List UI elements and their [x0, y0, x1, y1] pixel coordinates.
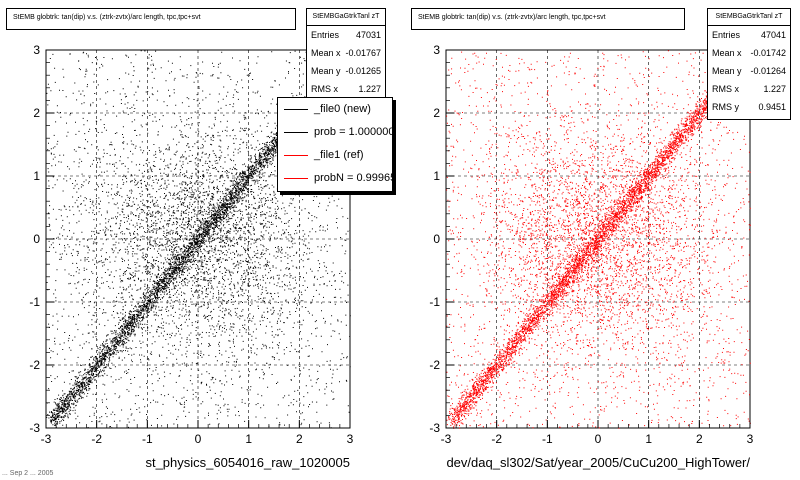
y-tick-label: -1 — [29, 295, 40, 309]
y-tick-label: 0 — [433, 232, 440, 246]
x-tick-label: 3 — [747, 432, 754, 446]
y-tick-label: -3 — [429, 421, 440, 435]
scatter-points — [446, 50, 751, 429]
stats-row-rms-x: RMS x 1.227 — [311, 84, 381, 94]
x-tick-label: -2 — [91, 432, 102, 446]
y-tick-label: -2 — [429, 358, 440, 372]
x-tick-label: -1 — [542, 432, 553, 446]
legend-entry-file0: _file0 (new) — [278, 98, 392, 121]
footer-timestamp: ... Sep 2 ... 2005 — [2, 470, 54, 477]
stats-row-rms-y: RMS y 0.9451 — [712, 102, 786, 112]
stats-name: StEMBGaGtrkTanl zT — [307, 9, 385, 26]
x-tick-label: 2 — [696, 432, 703, 446]
x-axis-label: dev/daq_sl302/Sat/year_2005/CuCu200_High… — [446, 455, 750, 470]
x-tick-label: 1 — [245, 432, 252, 446]
x-tick-label: -3 — [441, 432, 452, 446]
stats-row-entries: Entries 47031 — [311, 30, 381, 40]
x-tick-label: -3 — [41, 432, 52, 446]
x-tick-label: -1 — [142, 432, 153, 446]
stats-row-mean-y: Mean y -0.01264 — [712, 66, 786, 76]
legend-line-black — [284, 132, 308, 133]
left-stats-box: StEMBGaGtrkTanl zT Entries 47031 Mean x -0… — [306, 8, 386, 100]
x-tick-label: 3 — [347, 432, 354, 446]
y-tick-label: 1 — [433, 169, 440, 183]
y-tick-label: 1 — [33, 169, 40, 183]
legend-entry-probn: probN = 0.99965 — [278, 167, 396, 190]
legend-line-black — [284, 109, 308, 110]
x-tick-label: 0 — [195, 432, 202, 446]
y-tick-label: -1 — [429, 295, 440, 309]
right-histogram-title: StEMB globtrk: tan(dip) v.s. (ztrk-zvtx)… — [411, 8, 685, 30]
stats-row-mean-x: Mean x -0.01742 — [712, 48, 786, 58]
stats-row-mean-y: Mean y -0.01265 — [311, 66, 381, 76]
y-tick-label: 2 — [33, 106, 40, 120]
x-axis-label: st_physics_6054016_raw_1020005 — [145, 455, 350, 470]
stats-row-rms-x: RMS x 1.227 — [712, 84, 786, 94]
left-histogram-title: StEMB globtrk: tan(dip) v.s. (ztrk-zvtx)… — [6, 8, 296, 30]
legend-line-red — [284, 178, 308, 179]
legend: _file0 (new) prob = 1.000000 _file1 (ref… — [277, 97, 396, 192]
y-tick-label: 0 — [33, 232, 40, 246]
x-tick-label: 2 — [296, 432, 303, 446]
y-tick-label: -3 — [29, 421, 40, 435]
y-tick-label: -2 — [29, 358, 40, 372]
x-tick-label: 1 — [645, 432, 652, 446]
x-tick-label: 0 — [595, 432, 602, 446]
stats-row-mean-x: Mean x -0.01767 — [311, 48, 381, 58]
legend-line-red — [284, 155, 308, 156]
right-stats-box: StEMBGaGtrkTanl zT Entries 47041 Mean x -0… — [707, 8, 791, 120]
y-tick-label: 2 — [433, 106, 440, 120]
y-tick-label: 3 — [433, 43, 440, 57]
legend-entry-file1: _file1 (ref) — [278, 144, 392, 167]
x-tick-label: -2 — [491, 432, 502, 446]
stats-row-entries: Entries 47041 — [712, 30, 786, 40]
right-scatter-panel: -3 -2 -1 0 1 2 3 -3 -2 -1 0 1 2 3 dev/daq_sl302/Sat/ye… — [429, 43, 753, 470]
stats-name: StEMBGaGtrkTanl zT — [708, 9, 790, 26]
y-tick-label: 3 — [33, 43, 40, 57]
legend-entry-prob: prob = 1.000000 — [278, 121, 394, 144]
scatter-points — [46, 50, 351, 429]
